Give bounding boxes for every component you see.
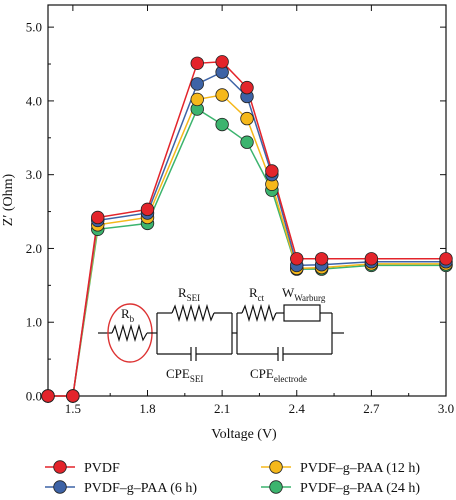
data-point <box>439 252 453 266</box>
cpe-sei-label: CPESEI <box>166 366 203 384</box>
equivalent-circuit-inset <box>98 303 344 363</box>
x-tick-label: 3.0 <box>438 401 454 416</box>
y-tick-label: 3.0 <box>26 167 42 182</box>
series-line <box>48 61 446 397</box>
rb-label: Rb <box>121 306 135 324</box>
data-point <box>91 210 105 225</box>
legend-item-pvdf: PVDF <box>45 460 120 476</box>
legend-marker <box>53 480 67 494</box>
data-point <box>41 389 55 403</box>
data-point <box>190 92 204 107</box>
y-tick-label: 5.0 <box>26 20 42 35</box>
rb-resistor <box>111 323 148 343</box>
legend-label: PVDF <box>84 461 120 476</box>
y-tick-label: 1.0 <box>26 315 42 330</box>
x-tick-label: 2.7 <box>363 401 380 416</box>
warburg-label: WWarburg <box>282 285 326 303</box>
legend-item-pvdf-g-paa-24h: PVDF–g–PAA (24 h) <box>261 480 420 496</box>
x-tick-label: 1.8 <box>139 401 155 416</box>
plot-area: 1.5 1.8 2.1 2.4 2.7 3.0 0.0 1.0 2.0 3.0 4.0 5.0 <box>26 4 454 416</box>
rsei-label: RSEI <box>178 285 200 303</box>
y-axis-label: Z′ (Ohm) <box>1 173 16 226</box>
legend-item-pvdf-g-paa-12h: PVDF–g–PAA (12 h) <box>261 460 420 476</box>
cpe-electrode-label: CPEelectrode <box>250 366 307 384</box>
series-line <box>48 107 446 397</box>
inset-labels: Rb RSEI Rct WWarburg CPESEI CPEelectrode <box>121 285 326 384</box>
rct-label: Rct <box>249 285 265 303</box>
data-point <box>314 252 329 266</box>
data-point <box>265 164 279 178</box>
data-point <box>240 80 254 95</box>
legend-marker <box>269 480 283 494</box>
data-point <box>364 252 379 266</box>
x-axis-label: Voltage (V) <box>211 427 277 442</box>
data-point <box>66 389 80 403</box>
data-point <box>190 56 204 70</box>
warburg-element <box>283 304 321 322</box>
x-tick-label: 2.1 <box>214 401 230 416</box>
data-point <box>190 77 204 91</box>
data-point <box>140 202 155 217</box>
data-point <box>290 252 304 266</box>
plot-frame <box>47 4 447 397</box>
data-point <box>240 111 254 126</box>
rsei-resistor <box>171 303 215 323</box>
x-tick-label: 2.4 <box>289 401 306 416</box>
data-point <box>215 55 229 69</box>
legend-marker <box>269 460 283 474</box>
legend-label: PVDF–g–PAA (6 h) <box>84 481 197 496</box>
legend-label: PVDF–g–PAA (12 h) <box>300 461 420 476</box>
data-point <box>215 117 229 132</box>
legend-label: PVDF–g–PAA (24 h) <box>300 481 420 496</box>
data-point <box>240 135 254 149</box>
y-tick-label: 4.0 <box>26 93 42 108</box>
y-tick-label: 2.0 <box>26 241 42 256</box>
rb-highlight-circle <box>107 303 153 363</box>
x-tick-label: 1.5 <box>65 401 81 416</box>
data-point <box>215 88 229 102</box>
legend: PVDF PVDF–g–PAA (6 h) PVDF–g–PAA (12 h) … <box>45 460 420 496</box>
y-tick-label: 0.0 <box>26 389 42 404</box>
rct-resistor <box>241 303 277 323</box>
legend-item-pvdf-g-paa-6h: PVDF–g–PAA (6 h) <box>45 480 197 496</box>
legend-marker <box>53 460 67 474</box>
